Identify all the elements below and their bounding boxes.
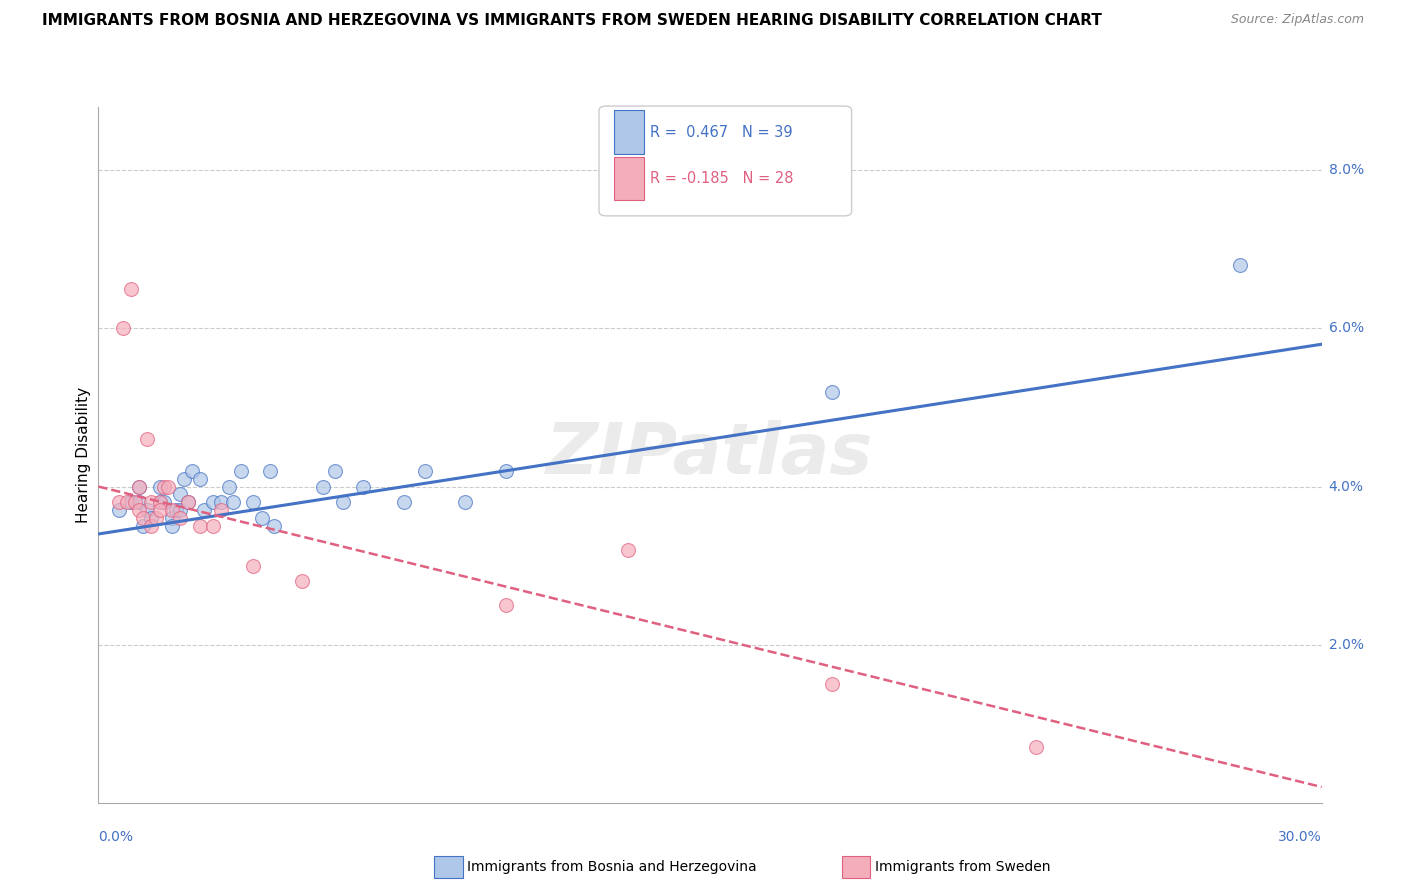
Point xyxy=(115,495,138,509)
Point xyxy=(149,495,172,509)
Point xyxy=(263,519,285,533)
Text: Immigrants from Bosnia and Herzegovina: Immigrants from Bosnia and Herzegovina xyxy=(467,860,756,874)
Point xyxy=(136,432,159,446)
Point xyxy=(128,503,150,517)
Point xyxy=(1025,740,1047,755)
Text: 0.0%: 0.0% xyxy=(98,830,134,844)
Point xyxy=(120,282,142,296)
Text: Source: ZipAtlas.com: Source: ZipAtlas.com xyxy=(1230,13,1364,27)
Point xyxy=(152,495,174,509)
Point xyxy=(332,495,354,509)
Text: 6.0%: 6.0% xyxy=(1329,321,1364,335)
Point xyxy=(188,472,212,486)
Point xyxy=(291,574,314,589)
Text: 8.0%: 8.0% xyxy=(1329,163,1364,178)
Point xyxy=(128,479,150,493)
Text: ZIPatlas: ZIPatlas xyxy=(547,420,873,490)
Text: 30.0%: 30.0% xyxy=(1278,830,1322,844)
Point xyxy=(242,495,264,509)
Point xyxy=(413,464,436,478)
Point xyxy=(141,519,163,533)
Point xyxy=(169,487,191,501)
Text: 2.0%: 2.0% xyxy=(1329,638,1364,652)
Point xyxy=(201,495,224,509)
Point xyxy=(259,464,281,478)
Point xyxy=(145,511,167,525)
Point xyxy=(495,598,517,612)
Point xyxy=(821,677,844,691)
Point xyxy=(160,511,183,525)
Point xyxy=(177,495,200,509)
Point xyxy=(152,479,174,493)
Point xyxy=(495,464,517,478)
Point xyxy=(250,511,273,525)
Point xyxy=(132,519,155,533)
Point xyxy=(124,495,146,509)
Point xyxy=(149,503,172,517)
Point xyxy=(821,384,844,399)
Text: 4.0%: 4.0% xyxy=(1329,480,1364,493)
Point xyxy=(141,495,163,509)
Text: R =  0.467   N = 39: R = 0.467 N = 39 xyxy=(650,125,793,139)
Point xyxy=(188,519,212,533)
Point xyxy=(209,495,232,509)
Point xyxy=(149,479,172,493)
Point xyxy=(149,495,172,509)
Point xyxy=(242,558,264,573)
Point xyxy=(165,503,187,517)
Point xyxy=(169,503,191,517)
Point xyxy=(352,479,374,493)
Point xyxy=(454,495,477,509)
Point xyxy=(231,464,253,478)
Point xyxy=(323,464,346,478)
Point xyxy=(209,503,232,517)
Point xyxy=(160,519,183,533)
Point xyxy=(392,495,416,509)
Y-axis label: Hearing Disability: Hearing Disability xyxy=(76,387,91,523)
Point xyxy=(181,464,204,478)
Point xyxy=(169,511,191,525)
Point xyxy=(136,503,159,517)
Point xyxy=(141,511,163,525)
Point xyxy=(120,495,142,509)
Text: R = -0.185   N = 28: R = -0.185 N = 28 xyxy=(650,171,793,186)
Point xyxy=(312,479,335,493)
Point xyxy=(108,503,131,517)
Point xyxy=(201,519,224,533)
Point xyxy=(193,503,215,517)
Point xyxy=(1229,258,1251,272)
Point xyxy=(173,472,195,486)
Point xyxy=(160,503,183,517)
Text: IMMIGRANTS FROM BOSNIA AND HERZEGOVINA VS IMMIGRANTS FROM SWEDEN HEARING DISABIL: IMMIGRANTS FROM BOSNIA AND HERZEGOVINA V… xyxy=(42,13,1102,29)
Point xyxy=(617,542,640,557)
Point xyxy=(177,495,200,509)
Point xyxy=(128,479,150,493)
Point xyxy=(108,495,131,509)
Point xyxy=(111,321,134,335)
Point xyxy=(128,495,150,509)
Point xyxy=(132,511,155,525)
Text: Immigrants from Sweden: Immigrants from Sweden xyxy=(875,860,1050,874)
Point xyxy=(218,479,240,493)
Point xyxy=(222,495,245,509)
Point xyxy=(156,479,179,493)
